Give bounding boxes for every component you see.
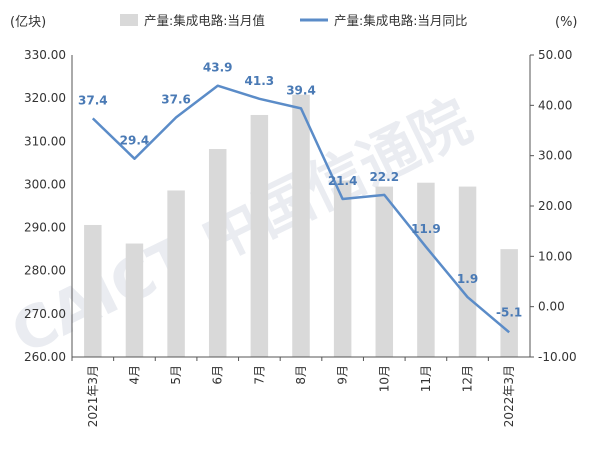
x-tick-label: 9月 — [336, 365, 350, 385]
data-label: 41.3 — [245, 74, 275, 88]
x-tick-labels: 2021年3月 4月 5月 6月 7月 8月 9月 10月 11月 12月 2022年3月 — [71, 357, 516, 427]
legend-swatch-bar — [120, 14, 138, 26]
legend-label-line: 产量:集成电路:当月同比 — [334, 13, 467, 28]
left-tick-label: 310.00 — [24, 134, 66, 148]
bar-0 — [84, 224, 102, 357]
bars — [84, 94, 518, 358]
left-tick-labels: 260.00 270.00 280.00 290.00 300.00 310.00 320.… — [24, 48, 66, 364]
bar-6 — [333, 180, 352, 357]
data-label: 37.4 — [78, 93, 108, 107]
left-tick-label: 290.00 — [24, 221, 66, 235]
x-tick-label: 4月 — [127, 365, 141, 385]
data-label: 11.9 — [411, 222, 441, 236]
right-tick-label: 10.00 — [538, 249, 572, 263]
bar-10 — [500, 249, 518, 357]
x-tick-label: 5月 — [169, 365, 183, 385]
data-label: 39.4 — [286, 83, 316, 97]
left-tick-label: 330.00 — [24, 48, 66, 62]
right-unit: (%) — [555, 15, 578, 30]
x-tick-label: 2021年3月 — [86, 365, 100, 427]
bar-1 — [125, 243, 144, 357]
data-label: 43.9 — [203, 61, 233, 75]
data-label: 37.6 — [161, 92, 191, 106]
series-line-yoy — [91, 84, 511, 334]
data-labels: 37.4 29.4 37.6 43.9 41.3 39.4 21.4 22.2 11.9 1.9 -… — [78, 61, 522, 320]
data-label: 29.4 — [120, 134, 150, 148]
left-tick-label: 260.00 — [24, 350, 66, 364]
right-tick-labels: -10.00 0.00 10.00 20.00 30.00 40.00 50.00 — [530, 48, 577, 364]
bar-9 — [458, 186, 477, 357]
right-tick-label: 30.00 — [538, 149, 572, 163]
data-label: 22.2 — [369, 170, 399, 184]
data-label: -5.1 — [496, 305, 522, 319]
data-label: 1.9 — [457, 272, 478, 286]
bar-3 — [208, 149, 227, 357]
x-tick-label: 7月 — [252, 365, 266, 385]
right-tick-label: 0.00 — [538, 300, 565, 314]
bar-2 — [167, 190, 185, 357]
x-tick-label: 6月 — [211, 365, 225, 385]
x-tick-label: 2022年3月 — [502, 365, 516, 427]
bar-5 — [292, 94, 310, 357]
right-tick-label: -10.00 — [538, 350, 577, 364]
x-tick-label: 10月 — [377, 365, 391, 392]
data-label: 21.4 — [328, 174, 358, 188]
left-tick-label: 300.00 — [24, 177, 66, 191]
left-unit: (亿块) — [10, 15, 46, 30]
bar-8 — [417, 182, 435, 357]
right-tick-label: 50.00 — [538, 48, 572, 62]
legend-label-bar: 产量:集成电路:当月值 — [144, 13, 265, 28]
x-tick-label: 8月 — [294, 365, 308, 385]
right-tick-label: 20.00 — [538, 199, 572, 213]
x-tick-label: 11月 — [419, 365, 433, 392]
right-tick-label: 40.00 — [538, 98, 572, 112]
left-tick-label: 280.00 — [24, 264, 66, 278]
x-tick-label: 12月 — [461, 365, 475, 392]
bar-4 — [250, 114, 269, 358]
left-tick-label: 320.00 — [24, 91, 66, 105]
left-tick-label: 270.00 — [24, 307, 66, 321]
legend: 产量:集成电路:当月值 产量:集成电路:当月同比 — [120, 13, 467, 28]
bar-7 — [375, 186, 394, 357]
